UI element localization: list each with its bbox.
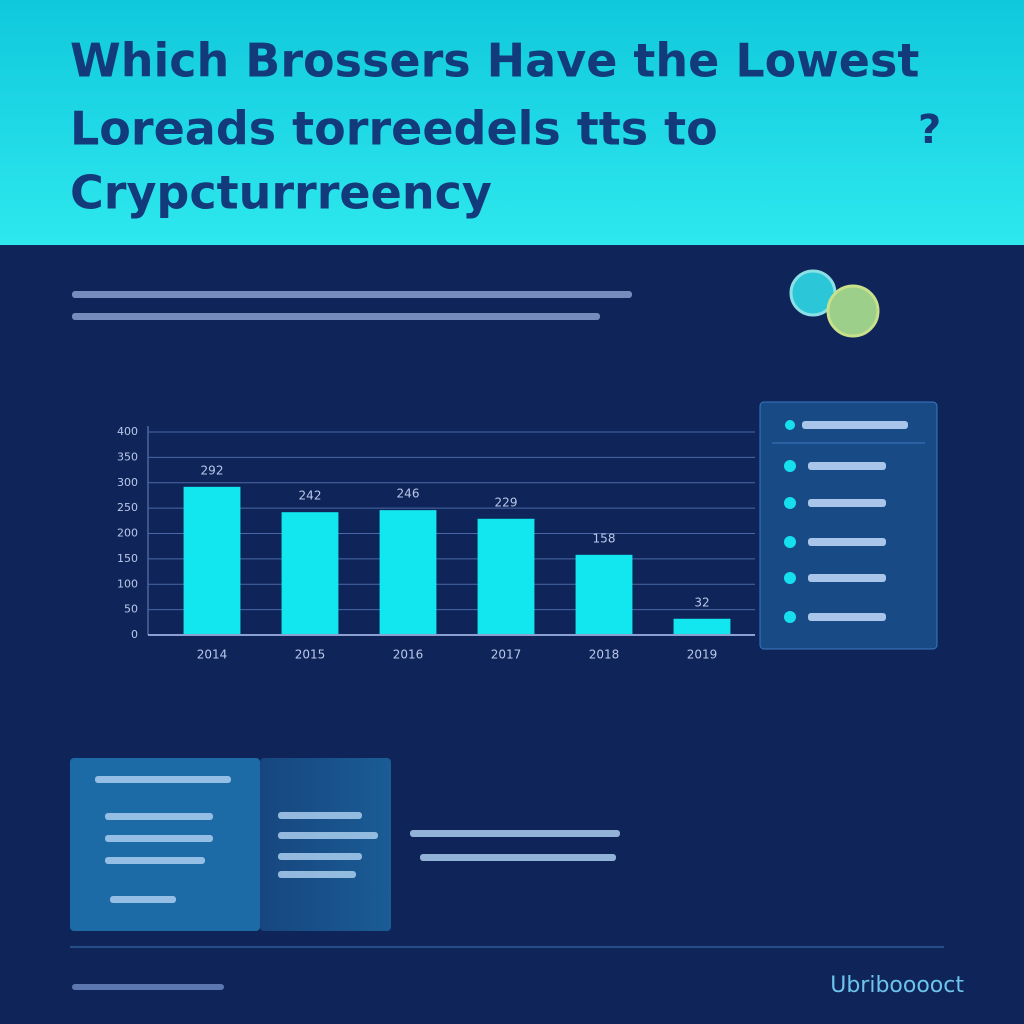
bar <box>477 518 535 635</box>
x-tick-label: 2017 <box>491 648 522 662</box>
x-tick-label: 2016 <box>393 648 424 662</box>
x-tick-label: 2018 <box>589 648 620 662</box>
data-label: 246 <box>397 487 420 501</box>
y-tick-label: 0 <box>131 628 138 641</box>
intro-text <box>72 291 632 320</box>
x-tick-label: 2015 <box>295 648 326 662</box>
y-tick-label: 300 <box>117 476 138 489</box>
data-label: 229 <box>495 495 518 509</box>
x-tick-label: 2019 <box>687 648 718 662</box>
y-tick-label: 100 <box>117 577 138 590</box>
title-line: Loreads torreedels tts to <box>70 102 718 156</box>
title-line: Which Brossers Have the Lowest <box>70 34 919 88</box>
y-tick-label: 400 <box>117 425 138 438</box>
coin-icons <box>789 269 880 338</box>
header-band <box>0 0 1024 245</box>
bar <box>183 486 241 635</box>
legend <box>759 401 938 650</box>
title-line: Crypcturrreency <box>70 166 492 220</box>
data-label: 292 <box>201 463 224 477</box>
y-tick-label: 150 <box>117 552 138 565</box>
bar <box>673 618 731 635</box>
data-label: 242 <box>299 489 322 503</box>
y-tick-label: 200 <box>117 527 138 540</box>
data-label: 32 <box>694 595 709 609</box>
data-label: 158 <box>593 531 616 545</box>
y-tick-label: 350 <box>117 450 138 463</box>
bar <box>379 510 437 635</box>
y-tick-label: 250 <box>117 501 138 514</box>
title-question: ? <box>918 107 941 153</box>
x-tick-label: 2014 <box>197 648 228 662</box>
bar <box>281 512 339 635</box>
bar <box>575 554 633 635</box>
y-tick-label: 50 <box>124 603 138 616</box>
footer-brand: Ubribooooct <box>830 973 964 998</box>
cards <box>70 758 944 990</box>
